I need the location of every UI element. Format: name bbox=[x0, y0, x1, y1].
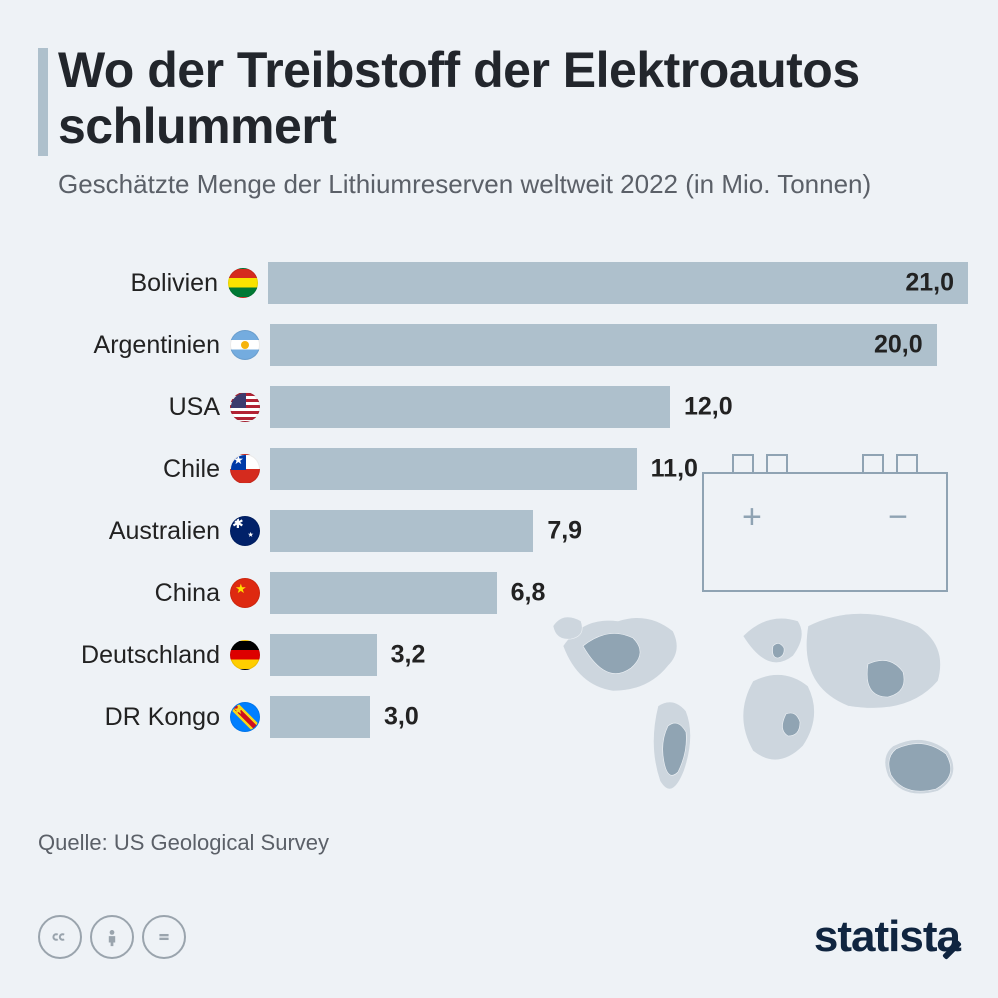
battery-body bbox=[702, 472, 948, 592]
chart-row: USA 12,0 bbox=[38, 376, 968, 438]
bar bbox=[270, 696, 370, 738]
label-cell: DR Kongo bbox=[38, 702, 268, 732]
flag-icon bbox=[230, 454, 260, 484]
battery-terminal bbox=[896, 454, 918, 472]
map-as bbox=[806, 614, 940, 709]
flag-icon bbox=[230, 392, 260, 422]
battery-terminal bbox=[732, 454, 754, 472]
cc-icon bbox=[38, 915, 82, 959]
flag-icon bbox=[228, 268, 258, 298]
map-cd-highlight bbox=[782, 713, 800, 736]
bar: 21,0 bbox=[268, 262, 968, 304]
map-eu bbox=[743, 618, 802, 663]
footer: statista bbox=[38, 912, 960, 962]
bar-value: 3,2 bbox=[391, 641, 426, 670]
flag-icon bbox=[230, 702, 260, 732]
battery-terminal bbox=[766, 454, 788, 472]
country-label: China bbox=[155, 579, 220, 608]
label-cell: Bolivien bbox=[38, 268, 266, 298]
world-map bbox=[548, 586, 978, 816]
bar-value: 6,8 bbox=[511, 579, 546, 608]
bar-value: 20,0 bbox=[874, 331, 923, 360]
flag-icon bbox=[230, 330, 260, 360]
country-label: Bolivien bbox=[130, 269, 218, 298]
map-au-highlight bbox=[889, 744, 951, 792]
country-label: USA bbox=[169, 393, 220, 422]
label-cell: Chile bbox=[38, 454, 268, 484]
label-cell: Australien bbox=[38, 516, 268, 546]
bar bbox=[270, 510, 533, 552]
country-label: Argentinien bbox=[94, 331, 220, 360]
chart-row: Bolivien 21,0 bbox=[38, 252, 968, 314]
bar-value: 12,0 bbox=[684, 393, 733, 422]
label-cell: Argentinien bbox=[38, 330, 268, 360]
flag-icon bbox=[230, 516, 260, 546]
cc-badges bbox=[38, 915, 186, 959]
nd-icon bbox=[142, 915, 186, 959]
header-block: Wo der Treibstoff der Elektroautos schlu… bbox=[58, 42, 958, 201]
bar-value: 3,0 bbox=[384, 703, 419, 732]
bar-cell: 21,0 bbox=[268, 262, 968, 304]
battery-plus-label: + bbox=[742, 498, 762, 537]
country-label: Australien bbox=[109, 517, 220, 546]
brand-text: statista bbox=[814, 912, 960, 961]
page-subtitle: Geschätzte Menge der Lithiumreserven wel… bbox=[58, 168, 958, 201]
country-label: Deutschland bbox=[81, 641, 220, 670]
label-cell: China bbox=[38, 578, 268, 608]
battery-terminal bbox=[862, 454, 884, 472]
bar: 20,0 bbox=[270, 324, 937, 366]
battery-minus-label: − bbox=[888, 498, 908, 537]
bar bbox=[270, 448, 637, 490]
bar-value: 11,0 bbox=[651, 455, 698, 484]
bar-value: 21,0 bbox=[905, 269, 954, 298]
label-cell: USA bbox=[38, 392, 268, 422]
flag-icon bbox=[230, 640, 260, 670]
map-de-highlight bbox=[773, 643, 785, 658]
bar-value: 7,9 bbox=[547, 517, 582, 546]
battery-icon: + − bbox=[702, 452, 948, 592]
flag-icon bbox=[230, 578, 260, 608]
bar bbox=[270, 386, 670, 428]
map-alaska bbox=[553, 617, 582, 639]
chart-row: Argentinien 20,0 bbox=[38, 314, 968, 376]
label-cell: Deutschland bbox=[38, 640, 268, 670]
country-label: DR Kongo bbox=[105, 703, 220, 732]
page-title: Wo der Treibstoff der Elektroautos schlu… bbox=[58, 42, 958, 154]
title-accent-bar bbox=[38, 48, 48, 156]
bar-cell: 12,0 bbox=[270, 386, 968, 428]
source-label: Quelle: US Geological Survey bbox=[38, 830, 329, 856]
bar bbox=[270, 572, 497, 614]
country-label: Chile bbox=[163, 455, 220, 484]
brand-logo: statista bbox=[814, 912, 960, 962]
by-icon bbox=[90, 915, 134, 959]
map-af bbox=[743, 675, 814, 760]
bar bbox=[270, 634, 377, 676]
bar-cell: 20,0 bbox=[270, 324, 968, 366]
